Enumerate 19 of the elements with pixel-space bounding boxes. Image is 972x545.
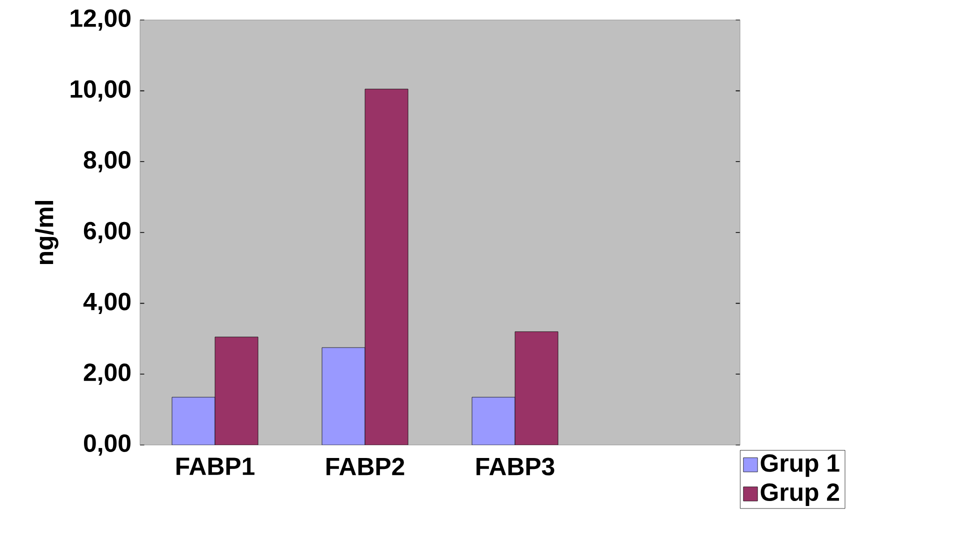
y-tick-label: 8,00 <box>84 151 130 172</box>
y-tick-label: 0,00 <box>84 434 130 456</box>
legend-label: Grup 1 <box>760 454 840 477</box>
bar <box>172 396 216 445</box>
x-tick-label: FABP1 <box>176 458 254 475</box>
x-tick-label: FABP3 <box>476 458 554 476</box>
y-tick-label: 6,00 <box>84 222 130 244</box>
bar <box>214 336 258 445</box>
y-tick-label: 2,00 <box>84 364 130 385</box>
bar <box>364 88 408 445</box>
legend-label: Grup 2 <box>760 483 840 506</box>
y-tick-label: 10,00 <box>70 80 130 102</box>
y-tick-label: 4,00 <box>83 292 130 314</box>
bar <box>472 396 516 445</box>
y-axis-title: ng/ml <box>35 201 58 264</box>
y-tick-label: 12,00 <box>70 9 130 31</box>
bar <box>322 347 366 445</box>
x-tick-label: FABP2 <box>326 458 404 476</box>
bar <box>514 331 558 445</box>
